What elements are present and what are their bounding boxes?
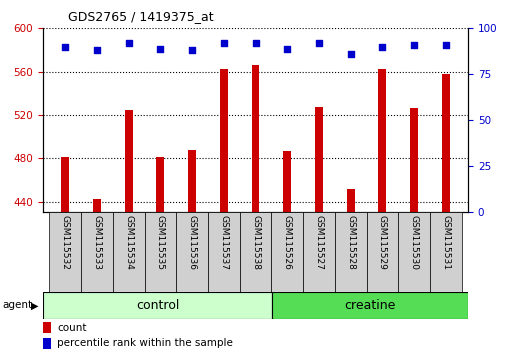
Bar	[43, 338, 50, 349]
Bar	[208, 212, 239, 292]
Bar	[251, 65, 259, 212]
Bar	[43, 322, 50, 333]
Text: GSM115529: GSM115529	[377, 215, 386, 270]
Point	[378, 44, 386, 50]
Bar	[61, 157, 69, 212]
Point	[441, 42, 449, 48]
Bar	[176, 212, 208, 292]
Text: GSM115535: GSM115535	[156, 215, 165, 270]
Bar	[315, 107, 322, 212]
Point	[93, 47, 101, 53]
Point	[346, 51, 354, 57]
Point	[251, 40, 259, 46]
Bar	[410, 108, 417, 212]
Bar	[271, 292, 467, 319]
Bar	[302, 212, 334, 292]
Bar	[429, 212, 461, 292]
Bar	[188, 150, 195, 212]
Text: GDS2765 / 1419375_at: GDS2765 / 1419375_at	[68, 10, 214, 23]
Point	[409, 42, 417, 48]
Bar	[144, 212, 176, 292]
Text: GSM115526: GSM115526	[282, 215, 291, 270]
Text: control: control	[135, 299, 179, 312]
Bar	[113, 212, 144, 292]
Text: GSM115531: GSM115531	[440, 215, 449, 270]
Bar	[43, 292, 271, 319]
Bar	[93, 199, 100, 212]
Point	[124, 40, 132, 46]
Point	[61, 44, 69, 50]
Point	[314, 40, 322, 46]
Text: GSM115538: GSM115538	[250, 215, 260, 270]
Bar	[397, 212, 429, 292]
Bar	[283, 151, 291, 212]
Text: percentile rank within the sample: percentile rank within the sample	[57, 338, 232, 348]
Bar	[49, 212, 81, 292]
Text: GSM115530: GSM115530	[409, 215, 418, 270]
Text: GSM115532: GSM115532	[61, 215, 70, 270]
Bar	[239, 212, 271, 292]
Bar	[81, 212, 113, 292]
Text: creatine: creatine	[343, 299, 395, 312]
Bar	[346, 189, 354, 212]
Text: GSM115533: GSM115533	[92, 215, 101, 270]
Bar	[271, 212, 302, 292]
Text: GSM115534: GSM115534	[124, 215, 133, 270]
Point	[188, 47, 196, 53]
Bar	[334, 212, 366, 292]
Bar	[124, 109, 132, 212]
Point	[283, 46, 291, 51]
Text: count: count	[57, 322, 86, 332]
Text: ▶: ▶	[31, 300, 39, 310]
Point	[219, 40, 227, 46]
Bar	[441, 74, 449, 212]
Bar	[219, 69, 227, 212]
Point	[156, 46, 164, 51]
Bar	[366, 212, 397, 292]
Text: GSM115528: GSM115528	[345, 215, 355, 270]
Text: GSM115527: GSM115527	[314, 215, 323, 270]
Text: GSM115537: GSM115537	[219, 215, 228, 270]
Bar	[378, 69, 386, 212]
Text: GSM115536: GSM115536	[187, 215, 196, 270]
Text: agent: agent	[3, 300, 33, 310]
Bar	[156, 157, 164, 212]
